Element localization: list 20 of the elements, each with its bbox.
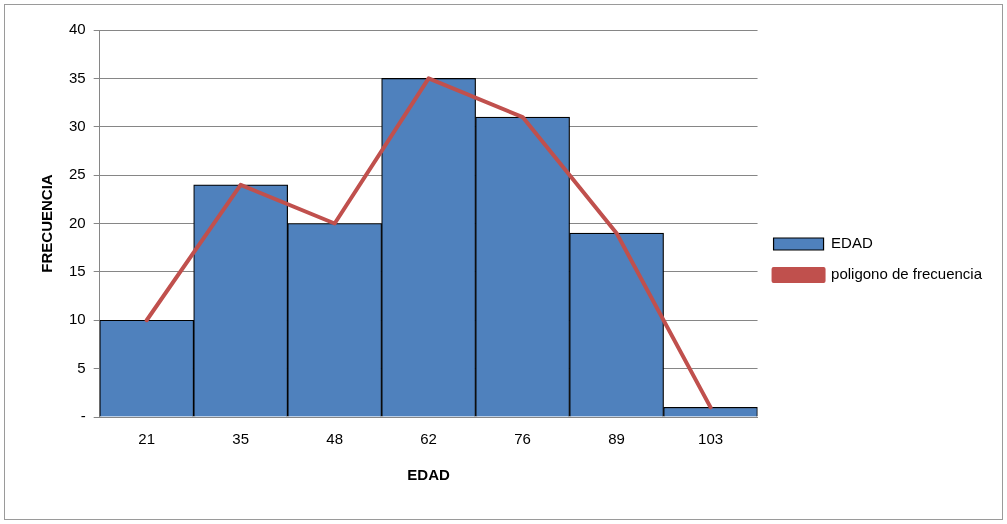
legend-label: poligono de frecuencia (831, 265, 983, 283)
x-tick-label: 48 (326, 430, 343, 448)
y-tick-label: 40 (69, 20, 86, 38)
x-axis-title: EDAD (407, 466, 451, 484)
y-tick-label: 30 (69, 116, 86, 134)
x-tick-label: 103 (698, 430, 724, 448)
y-tick-label: 35 (69, 68, 86, 86)
y-tick-label: 5 (77, 358, 86, 376)
y-tick-label: 10 (69, 310, 86, 328)
y-tick-label: - (80, 407, 86, 425)
x-tick-label: 76 (514, 430, 531, 448)
y-tick-label: 20 (69, 213, 86, 231)
x-tick-label: 21 (138, 430, 156, 448)
y-axis-title: FRECUENCIA (38, 174, 56, 273)
legend-label: EDAD (831, 234, 873, 252)
y-tick-label: 25 (69, 165, 86, 183)
x-tick-label: 35 (232, 430, 249, 448)
y-tick-label: 15 (69, 262, 86, 280)
x-tick-label: 62 (420, 430, 437, 448)
x-tick-label: 89 (608, 430, 625, 448)
